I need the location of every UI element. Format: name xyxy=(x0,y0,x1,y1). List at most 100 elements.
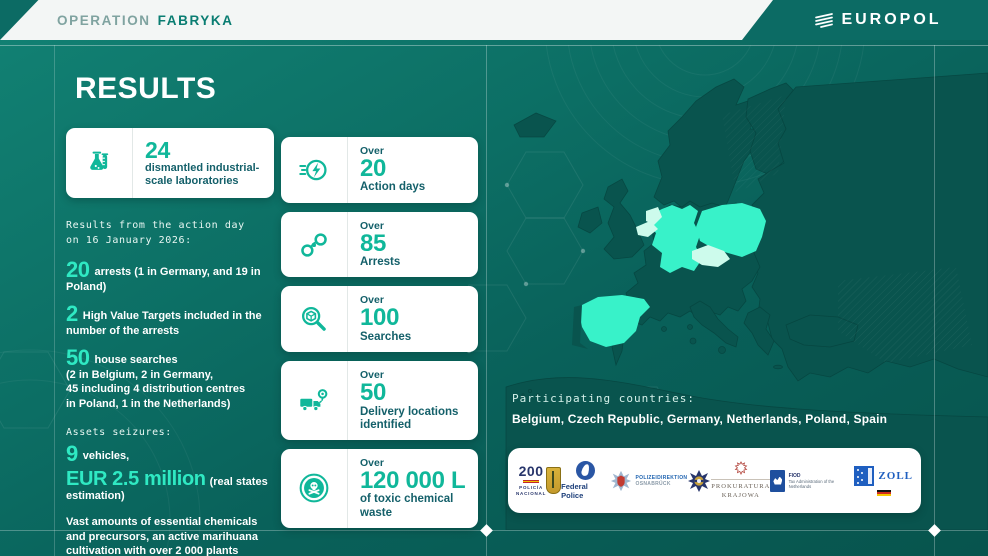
prokuratura-label: PROKURATURA KRAJOWA xyxy=(711,478,771,500)
logo-federal-police: Federal Police xyxy=(561,461,609,500)
agency-logos-card: 200 POLICÍA NACIONAL Federal Police POLI… xyxy=(508,448,921,513)
stat-value: 100 xyxy=(360,304,400,332)
stat-prefix: Over xyxy=(360,219,384,232)
zoll-label: ZOLL xyxy=(878,469,913,482)
hvt-value: 2 xyxy=(66,301,78,327)
europol-logo: EUROPOL xyxy=(814,11,941,29)
stat-label: Action days xyxy=(360,181,426,194)
stat-card-toxic-waste: Over 120 000 L of toxic chemical waste xyxy=(281,448,478,528)
money-line: EUR 2.5 million (real states estimation) xyxy=(66,467,274,504)
eagle-emblem-icon xyxy=(734,461,748,475)
stat-card-action-days: Over 20 Action days xyxy=(281,137,478,203)
highlight-spain xyxy=(578,295,650,347)
logo-polizeidirektion-osnabrueck: POLIZEIDIREKTION OSNABRÜCK xyxy=(610,470,688,492)
spain-flag-icon xyxy=(523,480,540,484)
page-title: RESULTS xyxy=(75,72,217,105)
highlight-belgium xyxy=(636,221,658,237)
logo-policja xyxy=(687,469,711,493)
toxic-waste-icon xyxy=(281,448,348,528)
delivery-truck-icon xyxy=(281,361,348,440)
money-text: (real states estimation) xyxy=(66,475,268,502)
logo-belgian-crest xyxy=(546,467,562,494)
frame-line-top xyxy=(0,45,988,46)
stat-label: Delivery locations identified xyxy=(360,405,459,431)
federal-police-label: Federal Police xyxy=(561,482,588,500)
osnabrueck-line2: OSNABRÜCK xyxy=(635,480,671,487)
logo-policia-nacional: 200 POLICÍA NACIONAL xyxy=(516,464,546,497)
house-searches-detail: (2 in Belgium, 2 in Germany, 45 includin… xyxy=(66,368,246,410)
logo-zoll: ZOLL xyxy=(854,465,913,496)
frame-line-middle xyxy=(486,45,487,556)
handcuffs-icon xyxy=(281,211,348,278)
action-days-icon xyxy=(281,137,348,203)
europol-wave-icon xyxy=(815,13,834,28)
stat-value: 50 xyxy=(360,379,387,407)
footnote: Vast amounts of essential chemicals and … xyxy=(66,516,258,556)
fiod-name: FIOD xyxy=(788,472,801,479)
policia-200-text: 200 xyxy=(518,463,544,480)
policia-label: POLICÍA NACIONAL xyxy=(516,485,547,496)
stat-prefix: Over xyxy=(360,294,384,307)
portugal-shape xyxy=(572,305,588,349)
arrests-value: 20 xyxy=(66,257,90,282)
brand-text: EUROPOL xyxy=(841,11,942,28)
highlight-poland xyxy=(696,203,766,257)
operation-title: OPERATION FABRYKA xyxy=(57,0,234,40)
labs-count: 24 xyxy=(145,136,170,163)
stat-prefix: Over xyxy=(360,145,384,157)
arrests-text: arrests (1 in Germany, and 19 in Poland) xyxy=(66,266,261,293)
stat-prefix: Over xyxy=(360,369,384,382)
logo-fiod: FIOD Tax Administration of the Netherlan… xyxy=(770,469,854,492)
header-bar: OPERATION FABRYKA EUROPOL xyxy=(0,0,988,40)
highlight-netherlands xyxy=(646,207,662,225)
hvt-line: 2 High Value Targets included in the numb… xyxy=(66,301,274,338)
german-flag-icon xyxy=(876,489,891,496)
zoll-stars-icon xyxy=(854,465,875,486)
stat-value: 120 000 L xyxy=(360,466,466,494)
countries-list: Belgium, Czech Republic, Germany, Nether… xyxy=(512,412,888,426)
header-brand-band: EUROPOL xyxy=(742,0,988,40)
federal-police-icon xyxy=(575,461,595,480)
lab-flask-icon xyxy=(66,128,133,198)
stat-label: Arrests xyxy=(360,256,401,269)
frame-line-right xyxy=(934,45,935,556)
stat-card-searches: Over 100 Searches xyxy=(281,286,478,353)
house-searches-line: 50 house searches (2 in Belgium, 2 in Ger… xyxy=(66,345,274,411)
operation-name: FABRYKA xyxy=(157,12,234,28)
hvt-text: High Value Targets included in the numbe… xyxy=(66,310,262,337)
frame-line-left xyxy=(54,45,55,556)
arrests-line: 20 arrests (1 in Germany, and 19 in Polan… xyxy=(66,257,274,294)
police-star-icon xyxy=(610,470,631,491)
stat-value: 85 xyxy=(360,229,387,257)
stat-prefix: Over xyxy=(360,456,384,469)
stat-card-arrests: Over 85 Arrests xyxy=(281,211,478,278)
money-value: EUR 2.5 million xyxy=(66,467,206,490)
house-searches-value: 50 xyxy=(66,345,90,371)
stat-value: 20 xyxy=(360,155,387,182)
logo-prokuratura-krajowa: PROKURATURA KRAJOWA xyxy=(711,461,771,500)
fiod-subtitle: Tax Administration of the Netherlands xyxy=(788,478,835,489)
action-day-intro: Results from the action day on 16 Januar… xyxy=(66,220,245,246)
stat-cards-column: Over 20 Action days Over 85 Arrests xyxy=(281,137,478,528)
search-box-icon xyxy=(281,286,348,353)
fiod-emblem-icon xyxy=(770,469,785,492)
gold-shield-icon xyxy=(546,467,562,494)
hatch-region-east xyxy=(838,267,972,363)
osnabrueck-line1: POLIZEIDIREKTION xyxy=(635,474,688,481)
labs-card: 24 dismantled industrial-scale laborator… xyxy=(66,128,274,198)
hatch-region-north xyxy=(722,95,786,193)
participating-countries-block: Participating countries: Belgium, Czech … xyxy=(512,392,887,426)
house-searches-text: house searches xyxy=(94,354,178,367)
policja-star-icon xyxy=(688,469,711,492)
vehicles-value: 9 xyxy=(66,440,78,466)
participating-label: Participating countries: xyxy=(512,392,695,405)
labs-label: dismantled industrial-scale laboratories xyxy=(145,161,260,188)
frame-line-bottom xyxy=(0,530,988,531)
stat-label: Searches xyxy=(360,330,412,343)
vehicles-line: 9 vehicles, xyxy=(66,440,274,466)
stat-label: of toxic chemical waste xyxy=(360,493,454,519)
highlight-germany xyxy=(648,205,702,273)
assets-label: Assets seizures: xyxy=(66,426,172,438)
highlight-czechia xyxy=(692,245,730,267)
